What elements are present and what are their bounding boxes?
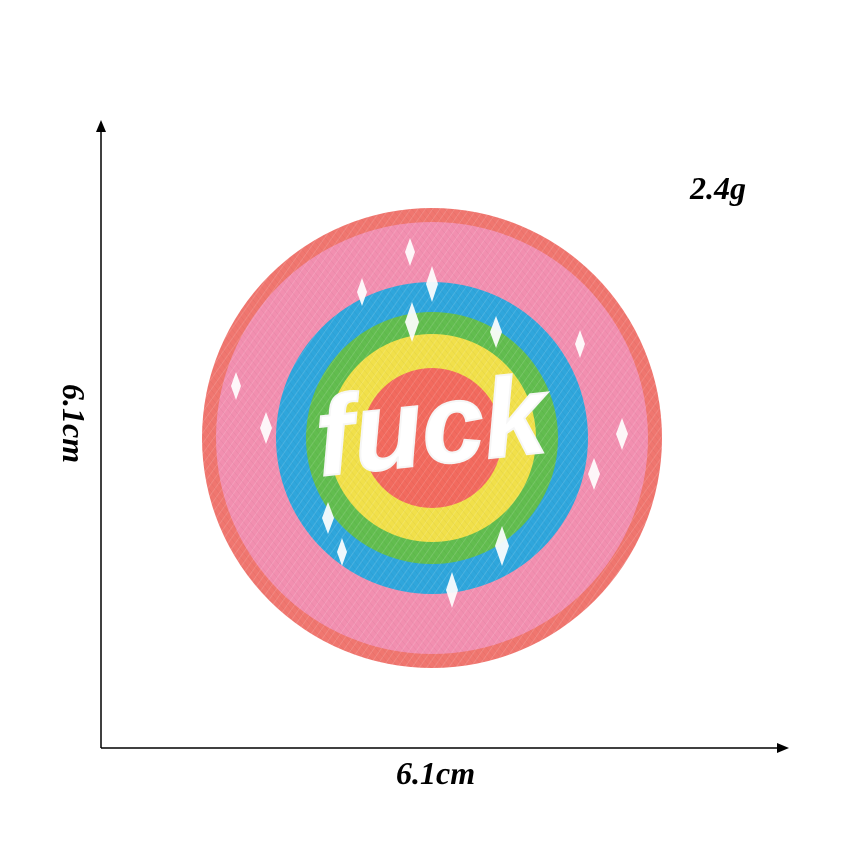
- sparkle-icon: [405, 238, 415, 266]
- sparkle-icon: [588, 458, 600, 490]
- sparkle-group: [231, 238, 628, 608]
- width-label: 6.1cm: [396, 755, 476, 791]
- stitch-texture-overlay: [202, 208, 662, 668]
- arrow-up-icon: [96, 120, 106, 132]
- patch-lettering: fuck: [310, 351, 557, 500]
- sparkle-icon: [616, 418, 628, 450]
- weight-label: 2.4g: [690, 170, 746, 206]
- sparkle-icon: [405, 302, 419, 342]
- sparkle-icon: [231, 372, 241, 400]
- sparkle-icon: [575, 330, 585, 358]
- embroidered-patch: fuck: [202, 208, 662, 668]
- sparkle-icon: [446, 572, 458, 608]
- sparkle-icon: [260, 412, 272, 444]
- arrow-right-icon: [777, 743, 789, 753]
- sparkle-icon: [322, 502, 334, 534]
- height-label: 6.1cm: [56, 384, 92, 464]
- sparkle-icon: [426, 266, 438, 302]
- sparkle-icon: [357, 278, 367, 306]
- sparkle-icon: [490, 316, 502, 348]
- sparkle-icon: [337, 538, 347, 566]
- sparkle-icon: [495, 526, 509, 566]
